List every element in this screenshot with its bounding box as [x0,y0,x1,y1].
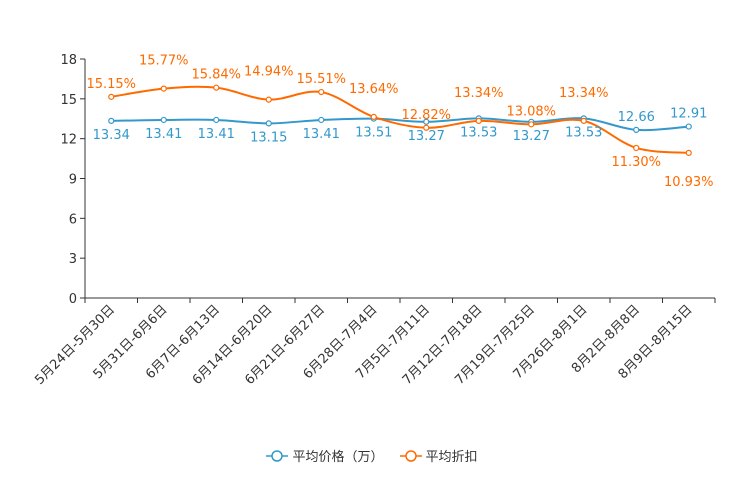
data-point [580,117,587,124]
data-point [475,117,482,124]
data-point [528,121,535,128]
data-point [423,124,430,131]
discount-data-label: 10.93% [664,175,714,190]
discount-data-label: 12.82% [401,108,451,123]
data-point [160,85,167,92]
price-data-label: 13.51 [355,126,392,141]
price-data-label: 13.53 [460,125,497,140]
data-point [370,113,377,120]
y-tick-label: 12 [60,133,77,148]
discount-data-label: 15.84% [191,68,241,83]
discount-data-label: 15.77% [139,54,189,69]
y-tick-label: 9 [69,173,77,188]
legend-item-discount[interactable]: 平均折扣 [399,446,478,465]
discount-data-label: 15.15% [86,77,136,92]
discount-data-label: 13.34% [559,86,609,101]
series-line-0 [111,117,689,132]
series-line-1 [111,85,689,154]
data-point [213,116,220,124]
price-data-label: 13.41 [145,127,182,142]
data-point [160,116,167,124]
legend-price-icon [266,449,289,462]
price-data-label: 13.53 [565,125,602,140]
data-point [633,126,640,134]
data-point [318,116,325,124]
price-data-label: 13.15 [250,130,287,145]
discount-data-label: 13.64% [349,82,399,97]
price-data-label: 12.66 [618,110,655,125]
price-data-label: 13.41 [198,127,235,142]
data-point [108,117,115,124]
price-data-label: 13.27 [513,129,550,144]
legend-label: 平均价格（万） [292,450,384,465]
price-data-label: 12.91 [670,107,707,122]
discount-data-label: 13.34% [454,86,504,101]
y-tick-label: 3 [69,252,77,267]
data-point [213,84,220,91]
price-data-label: 13.41 [303,127,340,142]
price-data-label: 13.34 [93,128,130,143]
y-tick-label: 15 [60,93,77,108]
legend: 平均价格（万） 平均折扣 [0,446,744,465]
legend-item-price[interactable]: 平均价格（万） [266,446,384,465]
legend-label: 平均折扣 [425,450,478,465]
discount-data-label: 11.30% [611,155,661,170]
price-data-label: 13.27 [408,129,445,144]
data-point [685,149,692,156]
discount-data-label: 13.08% [506,104,556,119]
y-tick-label: 18 [60,53,77,68]
data-point [318,88,325,96]
discount-data-label: 14.94% [244,65,294,80]
data-point [265,96,272,103]
data-point [633,144,640,152]
y-tick-label: 6 [69,212,77,227]
data-point [685,123,692,130]
data-point [108,93,115,100]
legend-discount-icon [399,449,422,462]
data-point [265,120,272,127]
data-point [423,118,430,125]
discount-data-label: 15.51% [296,72,346,87]
y-tick-label: 0 [69,292,77,307]
